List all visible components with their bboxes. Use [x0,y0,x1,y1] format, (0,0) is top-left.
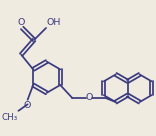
Text: CH₃: CH₃ [1,113,17,122]
Text: O: O [17,18,25,27]
Text: OH: OH [47,18,61,27]
Text: O: O [24,101,31,110]
Text: O: O [85,93,93,102]
